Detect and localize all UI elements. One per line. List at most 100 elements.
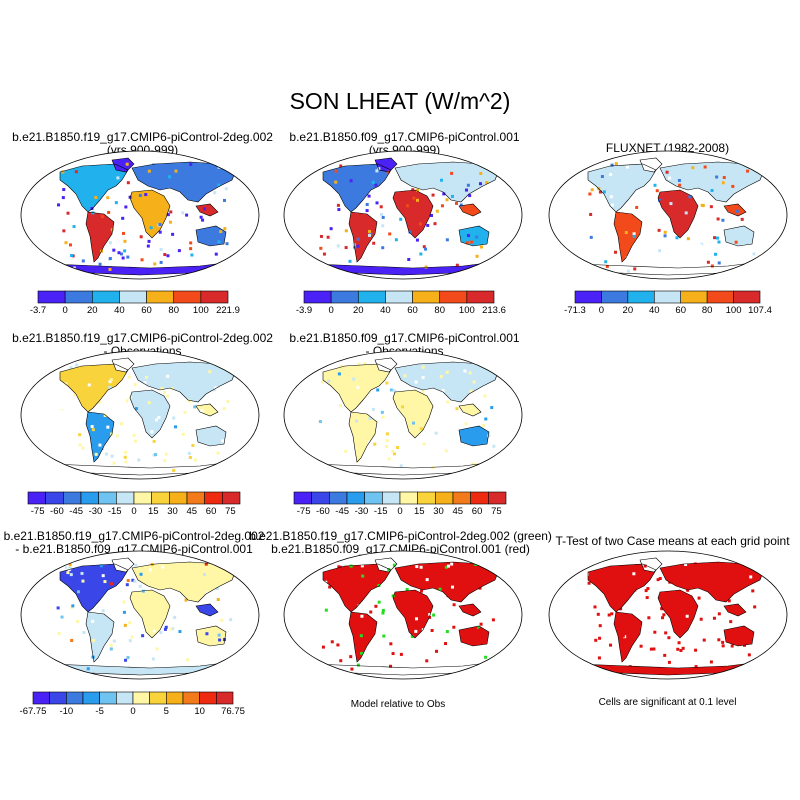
map-cell: [484, 417, 488, 421]
map-cell: [339, 164, 343, 168]
map-cell: [412, 424, 416, 428]
land-sa: [86, 612, 114, 662]
map-cell: [90, 425, 94, 429]
map-land-layer: [577, 557, 765, 676]
land-antarctica: [578, 262, 760, 275]
colorbar-swatch: [64, 290, 93, 304]
map-cell: [61, 196, 65, 200]
map-cell: [386, 582, 390, 586]
map-cell: [717, 638, 721, 642]
map-border: [20, 150, 260, 280]
map-cell: [81, 579, 85, 583]
map-cell: [658, 577, 662, 581]
map-cell: [319, 234, 323, 238]
map-cell: [122, 610, 126, 614]
map-cell: [399, 217, 403, 221]
map-cell: [361, 574, 365, 578]
map-cell: [407, 257, 411, 261]
map-cell: [399, 464, 403, 468]
colorbar-tick-label: 10: [194, 706, 205, 717]
colorbar-swatch: [311, 491, 330, 505]
map-cell: [418, 452, 422, 456]
colorbar-tick-label: -75: [30, 506, 45, 517]
coastline-eurasia: [131, 561, 237, 603]
map-cell: [104, 452, 108, 456]
map-cell: [213, 191, 217, 195]
map-cell: [171, 232, 175, 236]
colorbar-tick-label: 30: [167, 506, 178, 517]
map-cell: [465, 379, 469, 383]
map-cell: [350, 667, 354, 671]
map-cell: [415, 198, 419, 202]
map-cell: [339, 659, 343, 663]
coastline-sa: [613, 211, 643, 263]
land-antarctica: [313, 462, 495, 475]
map-cell: [324, 608, 328, 612]
map-cell: [478, 586, 482, 590]
map-cell: [479, 182, 483, 186]
map-cell: [753, 605, 757, 609]
map-cell: [226, 399, 230, 403]
map-cell: [66, 571, 70, 575]
coastline-na: [59, 363, 129, 413]
map-cell: [408, 230, 412, 234]
map-cell: [624, 230, 628, 234]
map-cell: [371, 180, 375, 184]
map-cell: [183, 410, 187, 414]
map-cell: [334, 628, 338, 632]
map-cell: [218, 638, 222, 642]
map-cell: [74, 170, 78, 174]
map-cell: [465, 241, 469, 245]
map-cell: [127, 375, 131, 379]
colorbar-swatch: [173, 290, 202, 304]
colorbar-swatch: [435, 491, 454, 505]
map-cell: [191, 443, 195, 447]
map-cell: [585, 572, 589, 576]
colorbar-tick-label: 0: [62, 305, 68, 316]
colorbar-swatch: [653, 290, 682, 304]
map-cell: [109, 647, 113, 651]
colorbar-tick-label: -71.3: [564, 305, 586, 316]
coastline-na: [322, 563, 392, 613]
map-cell: [393, 400, 397, 404]
map-cell: [204, 562, 208, 566]
map-cell: [385, 381, 389, 385]
colorbar-case-diff: [32, 691, 234, 705]
map-cell: [381, 608, 385, 612]
map-cell: [70, 253, 74, 257]
map-cell: [419, 565, 423, 569]
land-greenland: [112, 358, 134, 372]
map-cell: [87, 383, 91, 387]
map-cell: [392, 563, 396, 567]
map-cell: [604, 260, 608, 264]
map-cell: [715, 175, 719, 179]
panel-obs-title: FLUXNET (1982-2008): [530, 142, 800, 155]
map-cell: [376, 388, 380, 392]
map-cell: [337, 208, 341, 212]
colorbar-tick-label: -60: [50, 506, 64, 517]
map-cell: [721, 181, 725, 185]
map-cell: [357, 416, 361, 420]
map-cell: [222, 198, 226, 202]
map-cell: [381, 224, 385, 228]
land-seasia: [459, 404, 481, 416]
colorbar-tick-label: 5: [163, 706, 169, 717]
map-cell: [71, 254, 75, 258]
map-cell: [374, 183, 378, 187]
map-cell: [184, 598, 188, 602]
map-cell: [72, 266, 76, 270]
map-cell: [78, 443, 82, 447]
map-cell: [750, 216, 754, 220]
map-cell: [194, 624, 198, 628]
map-cell: [62, 229, 66, 233]
map-cell: [171, 627, 175, 631]
map-cell: [475, 254, 479, 258]
map-cell: [372, 241, 376, 245]
map-cell: [381, 415, 385, 419]
map-cell: [487, 434, 491, 438]
map-cell: [385, 439, 389, 443]
colorbar-swatch: [627, 290, 655, 304]
map-cell: [720, 261, 724, 265]
map-cell: [187, 451, 191, 455]
map-cell: [134, 563, 138, 567]
